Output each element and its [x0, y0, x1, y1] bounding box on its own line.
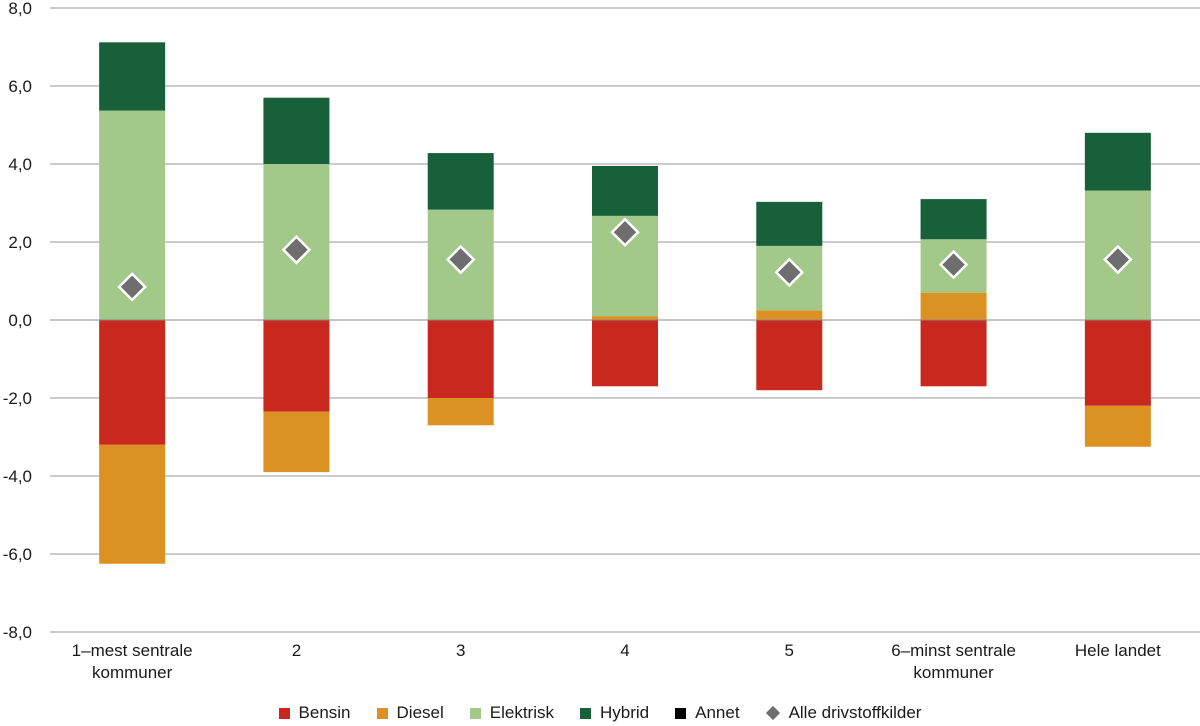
legend-item-diesel: Diesel [376, 703, 444, 723]
y-tick-label: 2,0 [8, 233, 32, 252]
total-marker [610, 217, 640, 248]
legend-swatch [580, 707, 591, 719]
legend-swatch [675, 707, 687, 719]
y-tick-label: 0,0 [8, 311, 32, 330]
y-tick-label: -4,0 [3, 467, 32, 486]
total-markers [117, 217, 1133, 302]
bar-segment-bensin [427, 320, 494, 398]
bar-segment-hybrid [263, 97, 330, 164]
x-category-label: 2 [292, 641, 301, 660]
total-marker [1103, 244, 1133, 275]
legend-label: Diesel [396, 703, 444, 722]
legend-swatch [278, 707, 290, 719]
bar-segment-diesel [920, 292, 987, 320]
total-marker [774, 257, 805, 288]
bar-segment-bensin [99, 320, 166, 445]
legend-label: Annet [695, 703, 740, 722]
bar-segment-diesel [263, 411, 330, 473]
bar-segment-diesel [99, 444, 166, 564]
total-marker [445, 244, 476, 275]
bar-segment-hybrid [427, 153, 494, 210]
stacked-bar-chart: 8,0 6,0 4,0 2,0 0,0 -2,0 -4,0 -6,0 -8,0 1–mest s… [3, 0, 1200, 682]
legend-item-annet: Annet [675, 703, 740, 723]
bars [99, 42, 1151, 564]
bar-segment-diesel [427, 398, 494, 426]
legend-item-elektrisk: Elektrisk [469, 703, 554, 723]
y-tick-label: -2,0 [3, 389, 32, 408]
bar-segment-hybrid [756, 201, 823, 246]
bar-segment-bensin [920, 320, 987, 387]
bar-segment-hybrid [99, 42, 166, 111]
bar-segment-diesel [592, 316, 658, 320]
total-marker [938, 249, 969, 280]
bar-segment-hybrid [592, 165, 658, 216]
bar-segment-bensin [1084, 320, 1151, 406]
legend-swatch [469, 707, 481, 719]
y-tick-label: 4,0 [8, 155, 32, 174]
legend: Bensin Diesel Elektrisk Hybrid Annet Alle dri… [0, 700, 1200, 726]
x-category-label: 3 [456, 641, 465, 660]
y-tick-label: -6,0 [3, 545, 32, 564]
bar-segment-bensin [592, 320, 658, 387]
x-axis-labels: 1–mest sentrale kommuner 2 3 4 5 6–minst sentr… [72, 641, 1161, 682]
y-tick-label: 8,0 [8, 0, 32, 18]
x-category-label: 4 [620, 641, 629, 660]
x-category-label: 6–minst sentrale kommuner [891, 641, 1016, 682]
bar-segment-hybrid [1084, 132, 1151, 191]
legend-label: Hybrid [600, 703, 650, 722]
y-axis-ticks: 8,0 6,0 4,0 2,0 0,0 -2,0 -4,0 -6,0 -8,0 [3, 0, 32, 642]
y-tick-label: 6,0 [8, 77, 32, 96]
bar-segment-bensin [263, 320, 330, 412]
legend-label: Alle drivstoffkilder [788, 703, 922, 722]
bar-segment-bensin [756, 320, 823, 391]
y-tick-label: -8,0 [3, 623, 32, 642]
x-category-label: Hele landet [1075, 641, 1161, 660]
x-category-label: 5 [785, 641, 794, 660]
legend-item-hybrid: Hybrid [580, 703, 649, 723]
x-category-label: 1–mest sentrale kommuner [72, 641, 193, 682]
diamond-icon [765, 705, 780, 721]
legend-swatch [376, 707, 388, 719]
bar-segment-hybrid [920, 199, 987, 240]
total-marker [117, 272, 147, 302]
legend-label: Bensin [298, 703, 351, 722]
legend-label: Elektrisk [489, 703, 554, 722]
total-marker [281, 235, 312, 265]
bar-segment-diesel [1084, 405, 1151, 447]
legend-item-total: Alle drivstoffkilder [765, 703, 922, 723]
legend-item-bensin: Bensin [278, 703, 351, 723]
bar-segment-diesel [756, 310, 823, 320]
